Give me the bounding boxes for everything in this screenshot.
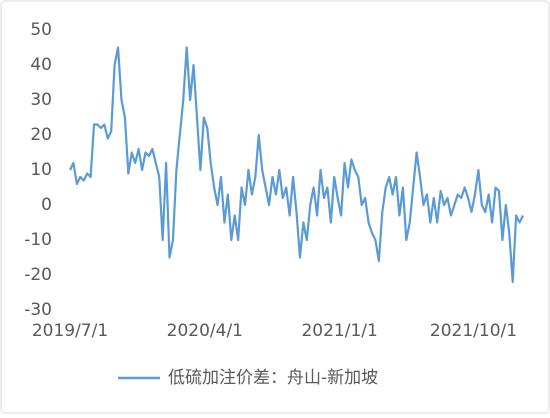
data-line bbox=[69, 46, 524, 284]
x-tick-label: 2020/4/1 bbox=[167, 321, 243, 341]
legend-label: 低硫加注价差：舟山-新加坡 bbox=[168, 368, 378, 388]
x-tick-label: 2021/1/1 bbox=[301, 321, 377, 341]
y-tick-label: 30 bbox=[30, 90, 52, 110]
x-tick-label: 2019/7/1 bbox=[32, 321, 108, 341]
y-tick-label: 20 bbox=[30, 125, 52, 145]
y-tick-label: 10 bbox=[30, 160, 52, 180]
x-tick-label: 2021/10/1 bbox=[430, 321, 517, 341]
y-tick-label: 40 bbox=[30, 55, 52, 75]
y-tick-label: 50 bbox=[30, 20, 52, 40]
y-tick-label: -30 bbox=[24, 300, 52, 320]
y-tick-label: 0 bbox=[41, 195, 52, 215]
y-tick-label: -10 bbox=[24, 230, 52, 250]
y-tick-label: -20 bbox=[24, 265, 52, 285]
